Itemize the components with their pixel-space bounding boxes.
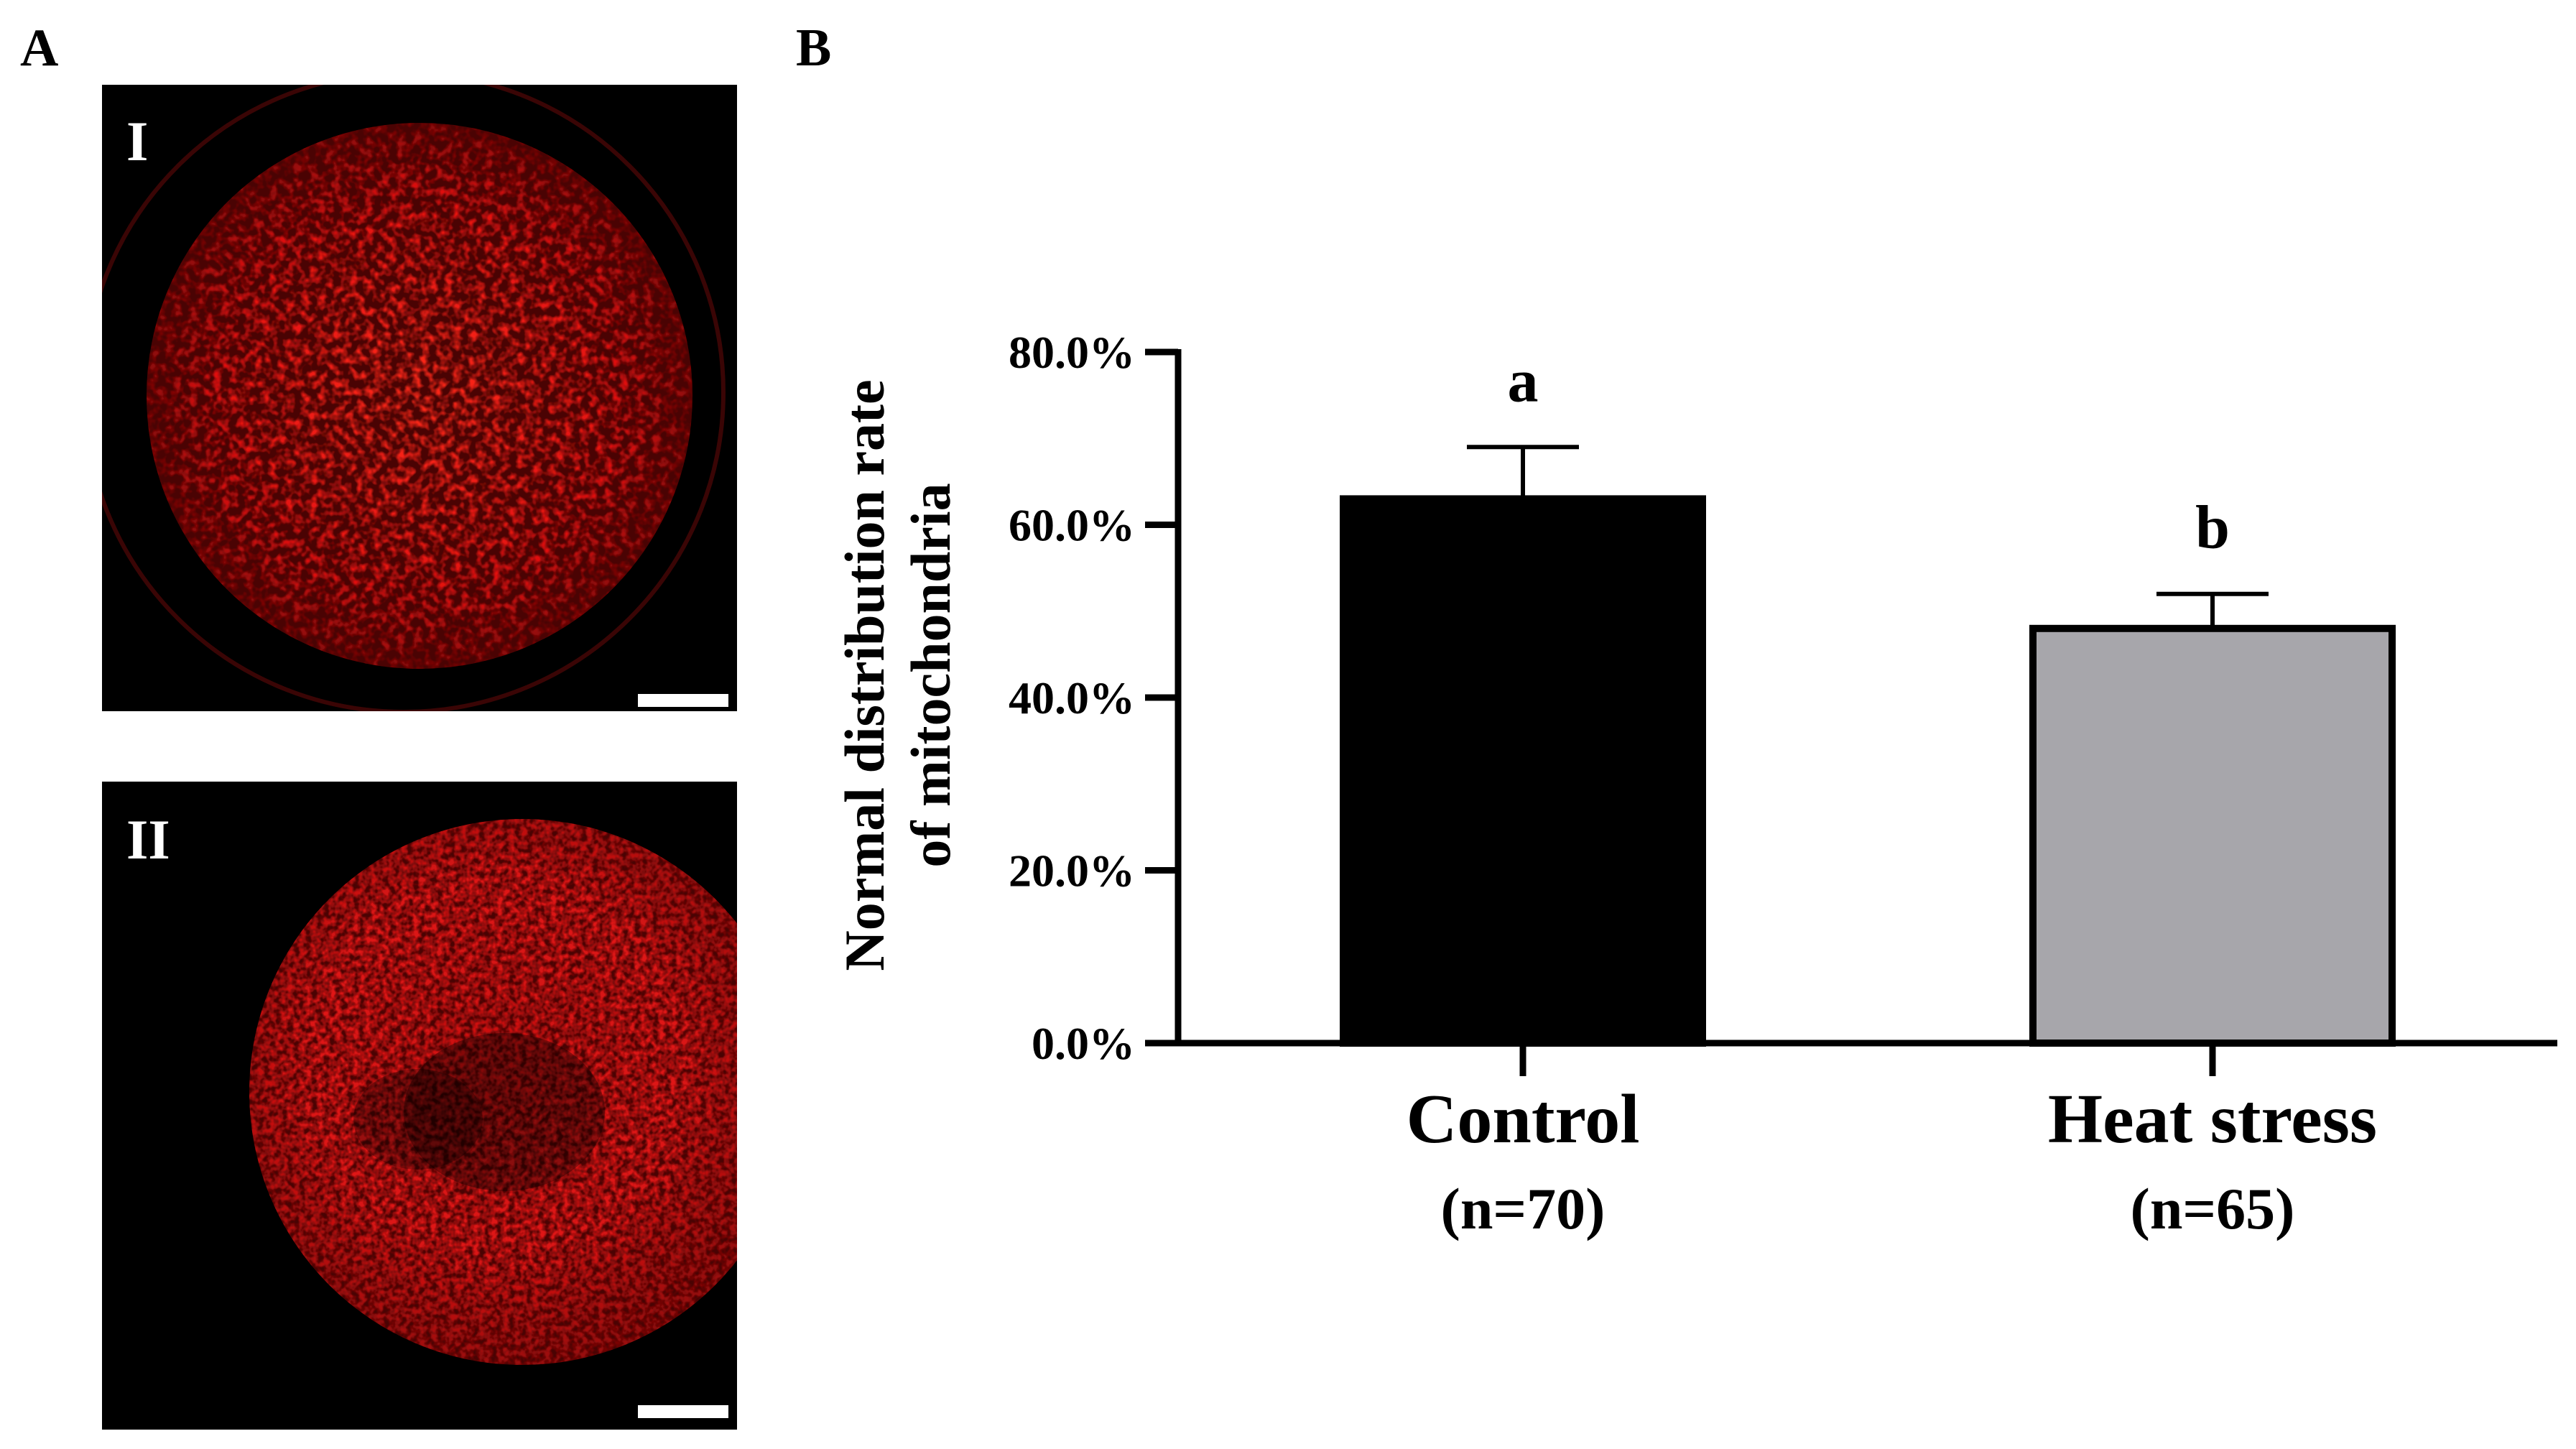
- x-tick-label: Control: [1407, 1080, 1640, 1158]
- panel-a-label: A: [20, 19, 59, 78]
- micrograph-heat-stress: II: [102, 782, 737, 1430]
- micrograph-heat-stress-icon: [249, 819, 737, 1365]
- bar: [2029, 624, 2396, 1047]
- micrograph-label-ii: II: [126, 808, 170, 871]
- bar: [1340, 495, 1706, 1047]
- x-axis: Control (n=70) Heat stress (n=65): [1175, 1040, 2557, 1241]
- scale-bar: [638, 694, 728, 707]
- significance-letter: a: [1508, 346, 1539, 415]
- bars: ab: [1340, 346, 2396, 1047]
- panel-b-label: B: [796, 19, 832, 78]
- scale-bar: [638, 1405, 728, 1418]
- y-tick-label: 20.0%: [1009, 846, 1135, 897]
- y-axis-label-line1: Normal distribution rate: [833, 379, 896, 971]
- y-tick-label: 80.0%: [1009, 327, 1135, 378]
- micrograph-normal-icon: [102, 85, 726, 711]
- sample-size-label: (n=70): [1441, 1176, 1606, 1241]
- micrograph-normal: I: [102, 85, 737, 711]
- y-tick-label: 60.0%: [1009, 500, 1135, 551]
- x-tick-label: Heat stress: [2048, 1080, 2377, 1158]
- micrograph-label-i: I: [126, 110, 149, 172]
- significance-letter: b: [2195, 493, 2230, 562]
- y-tick-label: 0.0%: [1032, 1018, 1135, 1069]
- y-tick-label: 40.0%: [1009, 672, 1135, 723]
- y-axis: 0.0% 20.0% 40.0% 60.0% 80.0%: [1009, 327, 1182, 1069]
- bar-chart: 0.0%20.0%40.0%60.0%80.0% ab Control(n=70…: [833, 327, 2557, 1241]
- y-axis-label-line2: of mitochondria: [899, 483, 962, 867]
- sample-size-label: (n=65): [2131, 1176, 2295, 1241]
